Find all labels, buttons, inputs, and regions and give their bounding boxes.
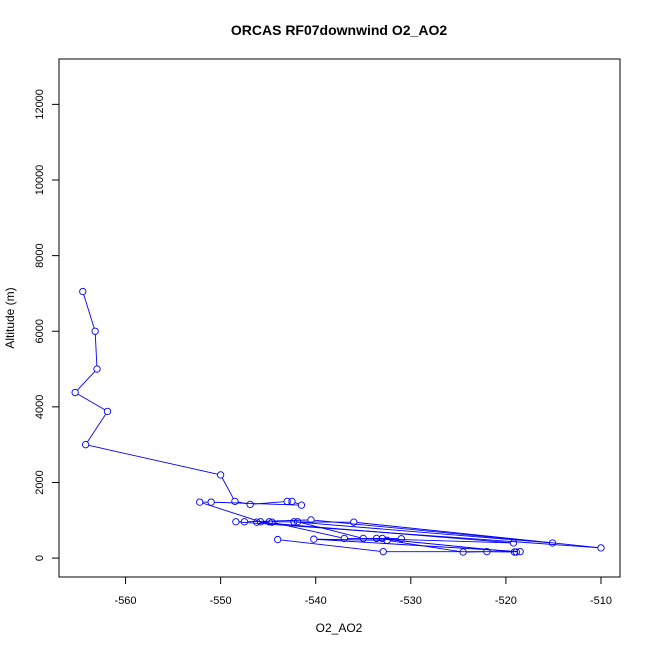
data-point bbox=[397, 535, 405, 543]
series-segment bbox=[280, 539, 381, 552]
data-point bbox=[509, 539, 518, 547]
y-tick-label: 4000 bbox=[34, 395, 46, 419]
x-tick-label: -520 bbox=[495, 595, 517, 607]
data-point bbox=[516, 548, 524, 556]
series-segment bbox=[300, 522, 361, 539]
x-tick-label: -550 bbox=[210, 595, 232, 607]
series-segment bbox=[275, 522, 342, 539]
series-segment bbox=[317, 538, 384, 541]
data-point bbox=[310, 535, 318, 543]
data-point bbox=[378, 534, 386, 543]
data-point bbox=[459, 548, 467, 556]
series-segment bbox=[88, 444, 218, 475]
data-point bbox=[294, 518, 302, 526]
data-point bbox=[232, 518, 240, 526]
series-segment bbox=[83, 294, 95, 329]
series-segment bbox=[259, 521, 511, 544]
data-point bbox=[81, 441, 90, 449]
data-point bbox=[253, 518, 261, 526]
series-segment bbox=[294, 502, 299, 505]
y-tick-label: 2000 bbox=[34, 470, 46, 494]
data-point bbox=[265, 518, 273, 526]
series-segment bbox=[297, 521, 550, 544]
data-point bbox=[359, 534, 367, 543]
data-point bbox=[510, 548, 519, 556]
x-tick-label: -510 bbox=[590, 595, 612, 607]
series-segment bbox=[77, 393, 105, 411]
data-point bbox=[483, 548, 491, 556]
x-axis-label: O2_AO2 bbox=[316, 621, 363, 635]
data-point bbox=[91, 327, 99, 335]
data-point bbox=[231, 497, 239, 506]
x-tick-label: -530 bbox=[400, 595, 422, 607]
data-point bbox=[290, 518, 298, 526]
series-segment bbox=[214, 501, 299, 506]
data-point bbox=[207, 498, 215, 506]
data-point bbox=[268, 518, 276, 526]
data-point bbox=[597, 544, 605, 552]
data-point bbox=[283, 497, 291, 506]
data-point bbox=[240, 518, 249, 526]
data-point bbox=[216, 471, 225, 479]
data-point bbox=[548, 539, 557, 547]
series-segment bbox=[87, 413, 107, 443]
data-point bbox=[307, 516, 315, 524]
series-segment bbox=[221, 477, 234, 499]
y-tick-label: 10000 bbox=[34, 165, 46, 196]
y-tick-label: 6000 bbox=[34, 319, 46, 343]
data-point bbox=[372, 534, 381, 543]
data-point bbox=[256, 518, 265, 526]
y-tick-label: 8000 bbox=[34, 243, 46, 267]
y-axis: 0 2000 4000 6000 8000 10000 12000 bbox=[34, 89, 60, 561]
series-segment bbox=[202, 502, 258, 522]
data-point bbox=[246, 500, 254, 509]
data-point bbox=[103, 407, 112, 416]
data-point bbox=[274, 535, 282, 544]
data-point bbox=[93, 365, 101, 373]
data-point bbox=[79, 287, 87, 296]
data-point bbox=[196, 498, 204, 506]
series-layer bbox=[71, 287, 605, 556]
y-tick-label: 12000 bbox=[34, 89, 46, 120]
data-point bbox=[383, 536, 391, 544]
x-axis: -560 -550 -540 -530 -520 -510 bbox=[115, 576, 612, 607]
y-axis-label: Altitude (m) bbox=[3, 287, 17, 348]
data-point bbox=[379, 548, 387, 556]
series-segment bbox=[314, 519, 550, 544]
plot-frame bbox=[58, 58, 621, 578]
series-segment bbox=[356, 522, 598, 549]
data-point bbox=[288, 497, 296, 506]
chart-title: ORCAS RF07downwind O2_AO2 bbox=[231, 22, 447, 38]
data-point bbox=[297, 501, 306, 509]
data-point bbox=[350, 518, 358, 526]
x-tick-label: -560 bbox=[115, 595, 137, 607]
series-segment bbox=[77, 371, 96, 391]
series-segment bbox=[316, 538, 517, 552]
y-tick-label: 0 bbox=[34, 555, 46, 561]
x-tick-label: -540 bbox=[305, 595, 327, 607]
data-point bbox=[512, 548, 521, 556]
data-point bbox=[71, 388, 79, 397]
series-segment bbox=[94, 334, 98, 366]
data-point bbox=[340, 534, 348, 543]
